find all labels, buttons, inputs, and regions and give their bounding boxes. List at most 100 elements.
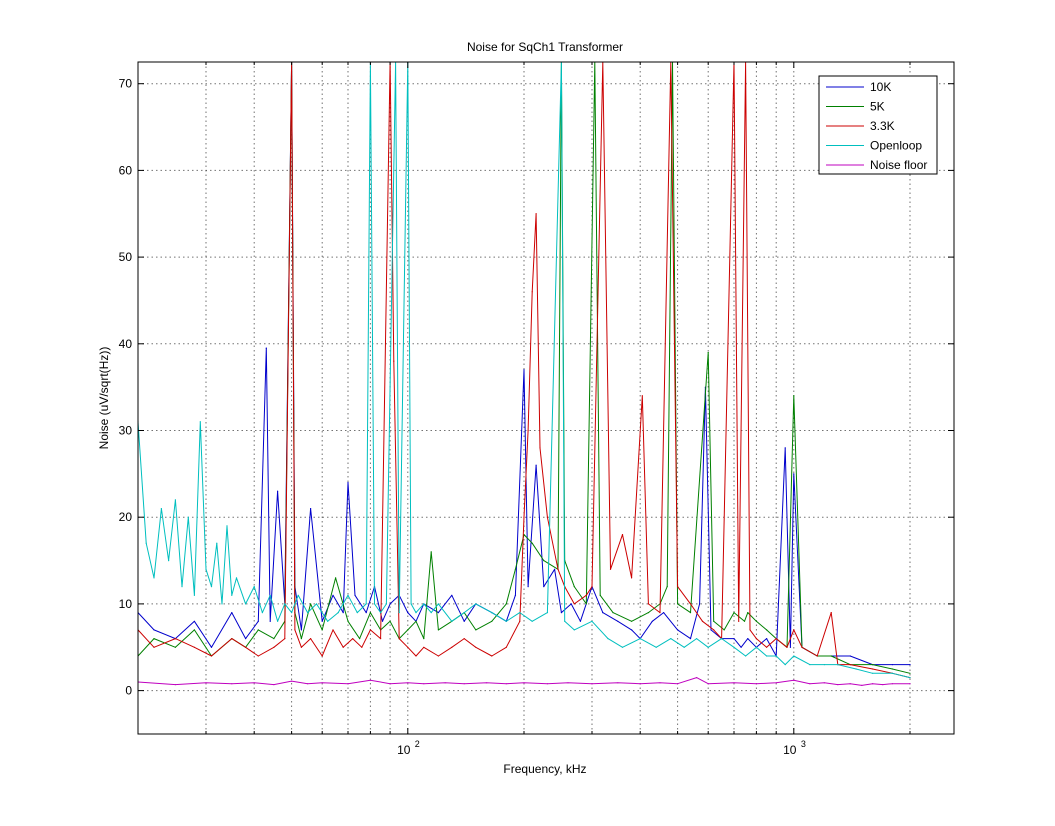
data-point	[721, 638, 723, 640]
data-point	[909, 683, 911, 685]
data-point	[755, 646, 758, 648]
data-point	[546, 683, 549, 685]
data-point	[160, 508, 162, 510]
data-point	[823, 682, 826, 684]
data-point	[766, 638, 768, 640]
data-point	[407, 682, 409, 684]
data-point	[872, 664, 874, 666]
data-point	[423, 603, 425, 605]
data-point	[701, 620, 704, 622]
plot-background	[138, 62, 954, 734]
data-point	[809, 664, 811, 666]
data-point	[359, 638, 361, 640]
data-point	[277, 490, 279, 492]
data-point	[444, 682, 446, 684]
data-point	[153, 646, 155, 648]
data-point	[407, 612, 409, 614]
data-point	[505, 646, 507, 648]
data-point	[607, 638, 609, 640]
data-point	[407, 646, 409, 648]
data-point	[226, 525, 228, 527]
data-point	[677, 629, 679, 631]
data-point	[257, 655, 259, 657]
data-point	[670, 638, 672, 640]
data-point	[291, 680, 293, 682]
data-point	[365, 612, 367, 614]
data-point	[872, 668, 874, 670]
data-point	[523, 516, 525, 518]
data-point	[560, 612, 563, 614]
data-point	[621, 534, 624, 536]
data-point	[602, 612, 604, 614]
data-point	[380, 612, 382, 614]
data-point	[567, 682, 569, 684]
data-point	[531, 291, 533, 293]
y-tick-labels: 0 10 20 30 40 50 60 70	[119, 77, 133, 698]
data-point	[385, 603, 387, 605]
data-point	[451, 620, 453, 622]
data-point	[380, 638, 382, 640]
y-tick-label: 40	[119, 337, 133, 351]
data-point	[861, 684, 863, 687]
data-point	[310, 638, 312, 640]
data-point	[373, 603, 376, 605]
data-point	[689, 603, 692, 605]
data-point	[514, 594, 517, 596]
legend-label: 5K	[870, 100, 885, 114]
chart-title: Noise for SqCh1 Transformer	[467, 40, 623, 54]
legend-item: 10K	[826, 80, 891, 94]
data-point	[830, 612, 832, 614]
data-point	[342, 646, 344, 648]
data-point	[527, 429, 529, 432]
data-point	[793, 655, 795, 657]
data-point	[585, 603, 587, 605]
data-point	[216, 542, 218, 544]
data-point	[710, 629, 712, 631]
data-point	[882, 684, 884, 686]
data-point	[872, 683, 874, 685]
data-point	[639, 638, 641, 640]
data-point	[891, 672, 894, 674]
data-point	[389, 603, 391, 605]
data-point	[332, 629, 334, 631]
data-point	[830, 655, 832, 657]
data-point	[365, 603, 367, 605]
data-point	[631, 620, 633, 622]
data-point	[683, 646, 685, 648]
data-point	[463, 638, 465, 640]
series-noise-floor	[138, 677, 911, 687]
data-point	[733, 638, 735, 640]
data-point	[315, 603, 318, 605]
data-point	[284, 638, 286, 640]
data-point	[210, 655, 213, 657]
data-point	[300, 646, 302, 648]
y-tick-label: 10	[119, 597, 133, 611]
data-point	[801, 646, 803, 648]
data-point	[423, 638, 425, 640]
data-point	[193, 629, 195, 631]
data-point	[245, 638, 247, 640]
data-point	[666, 586, 668, 588]
data-point	[300, 638, 302, 640]
data-point	[245, 603, 247, 605]
data-point	[273, 646, 275, 648]
data-point	[310, 603, 312, 605]
y-tick-label: 20	[119, 510, 133, 524]
data-point	[205, 682, 207, 684]
series-openloop	[138, 62, 911, 679]
data-point	[505, 683, 507, 685]
data-point	[837, 684, 839, 686]
data-point	[823, 664, 826, 666]
data-point	[475, 629, 477, 631]
data-point	[369, 629, 371, 631]
data-point	[284, 603, 286, 605]
data-point	[437, 629, 439, 631]
x-tick-label: 10 2	[397, 739, 420, 757]
data-point	[591, 586, 593, 588]
data-point	[174, 638, 176, 640]
data-point	[430, 551, 432, 553]
data-point	[655, 646, 657, 648]
data-point	[463, 620, 465, 622]
data-point	[849, 664, 851, 666]
data-point	[738, 620, 740, 622]
